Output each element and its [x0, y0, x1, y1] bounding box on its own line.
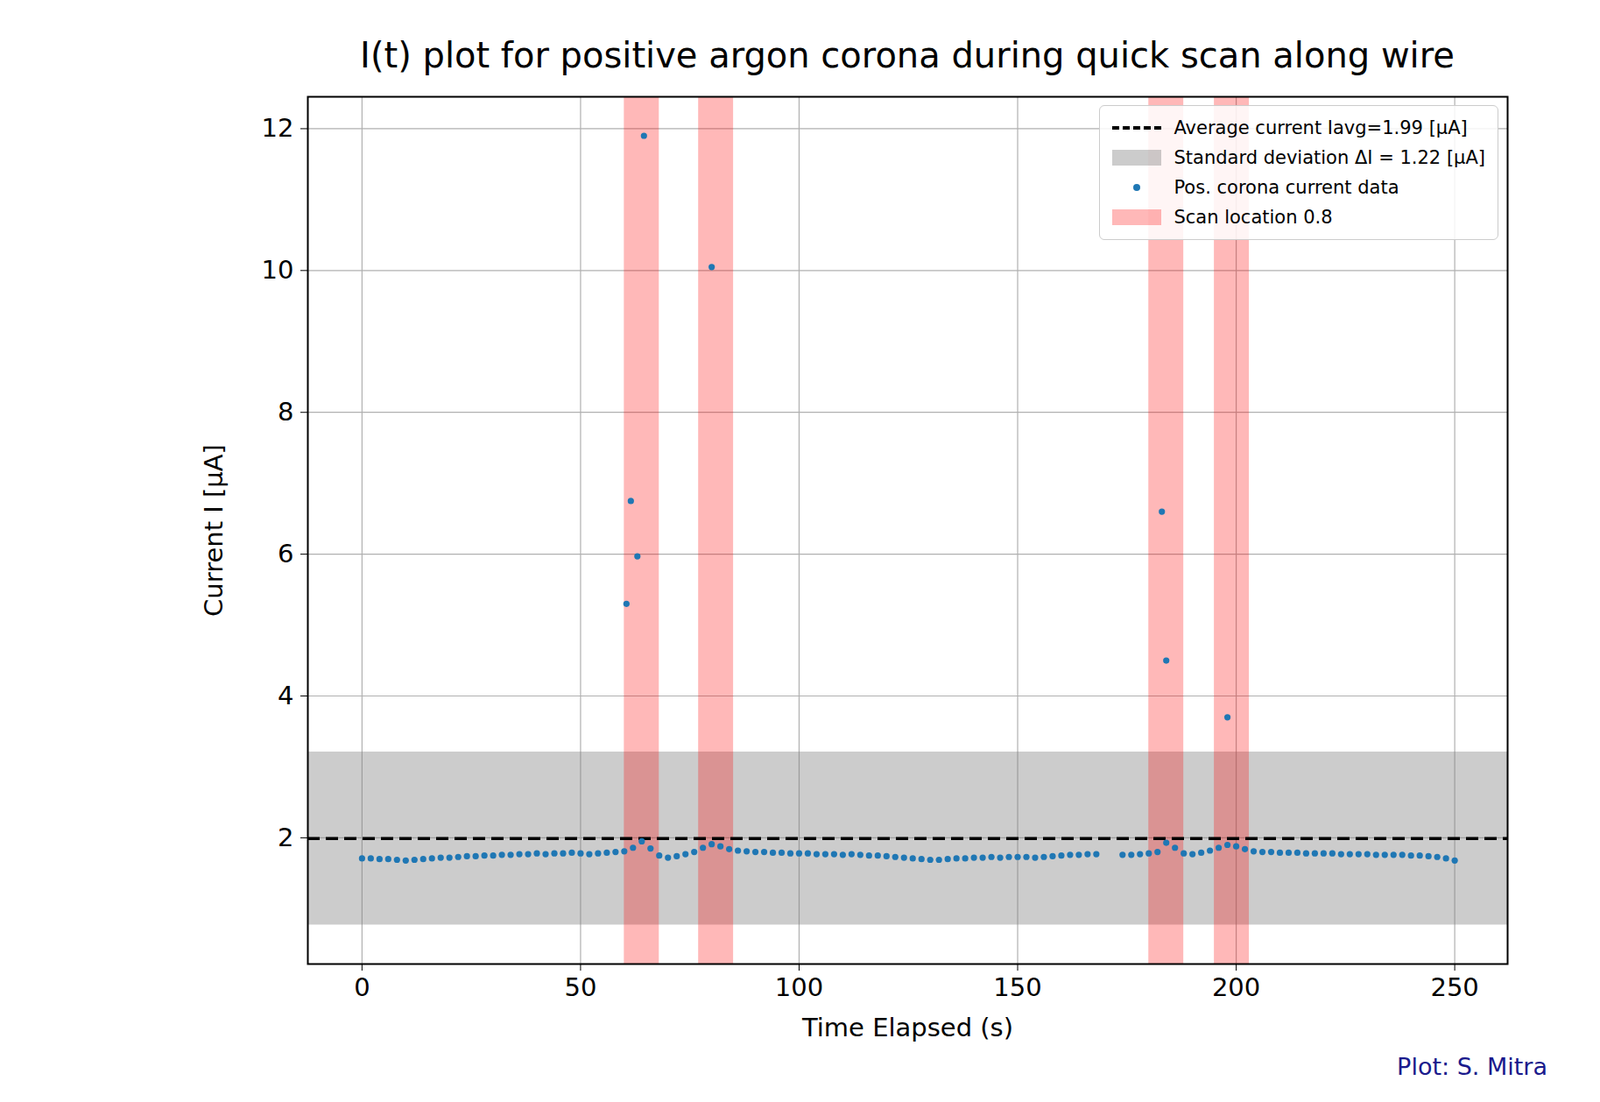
- svg-text:4: 4: [277, 680, 294, 711]
- svg-text:Current I [μA]: Current I [μA]: [198, 444, 229, 617]
- svg-text:200: 200: [1212, 972, 1261, 1002]
- html-text:Pos. corona current data: Pos. corona current data: [1173, 176, 1400, 198]
- html-text:Standard deviation ΔI = 1.22 [: Standard deviation ΔI = 1.22 [μA]: [1173, 147, 1486, 169]
- svg-text:12: 12: [261, 112, 295, 143]
- svg-text:10: 10: [261, 254, 295, 285]
- html-text:I(t) plot for positive argon c: I(t) plot for positive argon corona duri…: [360, 35, 1455, 76]
- svg-text:50: 50: [563, 972, 597, 1002]
- svg-text:0: 0: [353, 972, 370, 1002]
- svg-text:250: 250: [1430, 972, 1479, 1002]
- svg-text:150: 150: [993, 972, 1042, 1002]
- svg-text:100: 100: [775, 972, 824, 1002]
- html-text:Scan location 0.8: Scan location 0.8: [1173, 206, 1333, 228]
- html-text:Average current Iavg=1.99 [μA]: Average current Iavg=1.99 [μA]: [1173, 117, 1468, 139]
- svg-text:8: 8: [277, 396, 294, 427]
- svg-text:6: 6: [277, 538, 294, 569]
- svg-text:Time Elapsed (s): Time Elapsed (s): [801, 1012, 1014, 1043]
- html-text:Plot: S. Mitra: Plot: S. Mitra: [1396, 1052, 1548, 1080]
- svg-text:2: 2: [277, 822, 294, 853]
